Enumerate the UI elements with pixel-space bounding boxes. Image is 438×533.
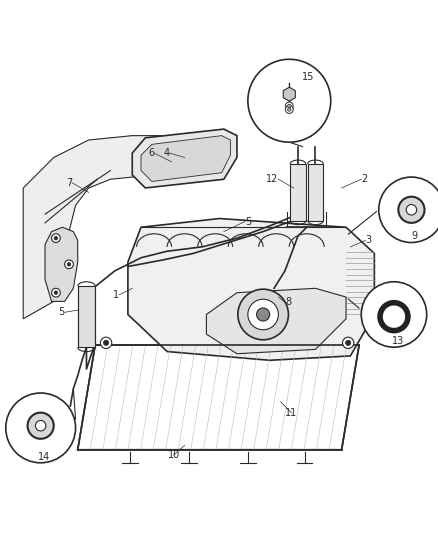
Circle shape — [100, 337, 112, 349]
Text: 4: 4 — [163, 148, 169, 158]
Text: 6: 6 — [148, 148, 154, 158]
Circle shape — [256, 308, 269, 321]
Text: 9: 9 — [411, 231, 417, 241]
Circle shape — [28, 413, 53, 439]
Circle shape — [360, 282, 426, 347]
Circle shape — [64, 260, 73, 269]
Circle shape — [287, 104, 290, 108]
Text: 11: 11 — [285, 408, 297, 418]
Circle shape — [6, 393, 75, 463]
Polygon shape — [45, 227, 78, 301]
Bar — [78, 286, 95, 347]
Circle shape — [342, 337, 353, 349]
Circle shape — [345, 340, 350, 345]
Circle shape — [378, 177, 438, 243]
Circle shape — [287, 108, 290, 111]
Polygon shape — [206, 288, 345, 354]
Circle shape — [51, 288, 60, 297]
Circle shape — [35, 421, 46, 431]
Circle shape — [54, 291, 57, 294]
Circle shape — [54, 237, 57, 240]
Circle shape — [67, 263, 71, 266]
Polygon shape — [132, 129, 237, 188]
Circle shape — [405, 205, 416, 215]
Circle shape — [103, 340, 109, 345]
Text: 14: 14 — [38, 452, 50, 462]
Text: 15: 15 — [302, 72, 314, 82]
Circle shape — [397, 197, 424, 223]
Text: 3: 3 — [365, 236, 371, 245]
Text: 13: 13 — [391, 336, 403, 346]
Circle shape — [285, 102, 293, 110]
Bar — [307, 164, 322, 221]
Polygon shape — [78, 345, 358, 450]
Polygon shape — [127, 219, 374, 360]
Text: 10: 10 — [167, 450, 180, 460]
Text: 12: 12 — [265, 174, 278, 184]
Polygon shape — [141, 135, 230, 181]
Circle shape — [379, 303, 407, 330]
Text: 2: 2 — [360, 174, 367, 184]
Circle shape — [285, 106, 293, 114]
Text: 1: 1 — [113, 290, 119, 300]
Text: 5: 5 — [244, 216, 251, 227]
Circle shape — [247, 59, 330, 142]
Text: 8: 8 — [284, 297, 290, 307]
Circle shape — [237, 289, 288, 340]
Text: 7: 7 — [66, 177, 72, 188]
Circle shape — [51, 234, 60, 243]
Text: 5: 5 — [58, 308, 64, 317]
Circle shape — [247, 299, 278, 330]
Bar — [290, 164, 305, 221]
Polygon shape — [23, 135, 210, 319]
Polygon shape — [283, 87, 295, 101]
